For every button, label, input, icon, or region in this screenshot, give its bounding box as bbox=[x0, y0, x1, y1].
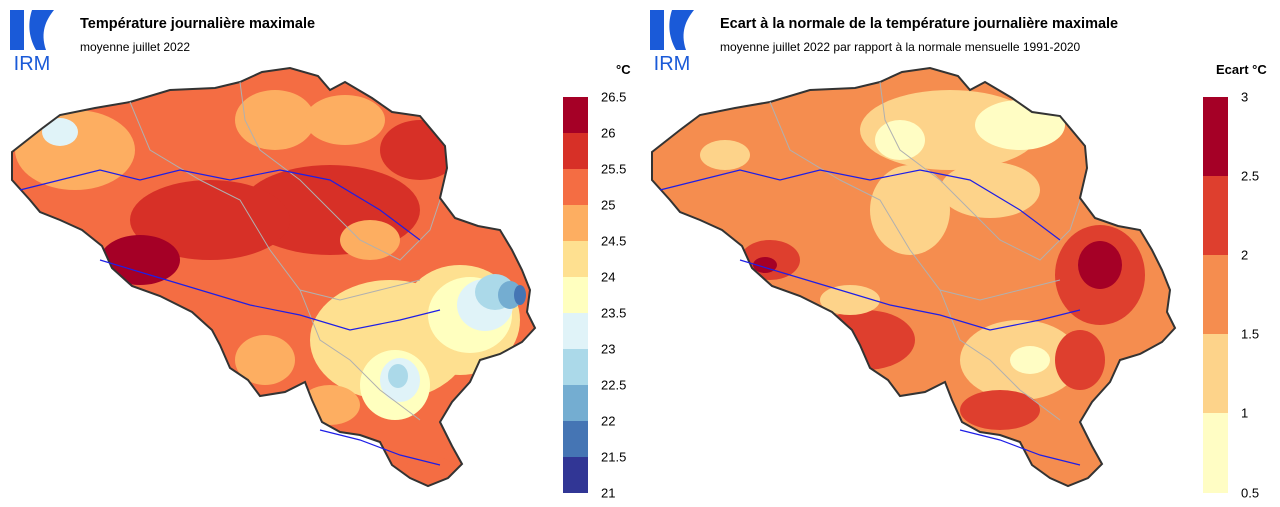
legend-swatch bbox=[1203, 334, 1228, 413]
legend-swatch bbox=[563, 133, 588, 169]
legend-label: 22.5 bbox=[601, 377, 627, 393]
map-title: Température journalière maximale bbox=[80, 16, 316, 32]
legend-swatch bbox=[1203, 176, 1228, 255]
legend-unit: Ecart °C bbox=[1216, 62, 1267, 77]
legend-label: 26.5 bbox=[601, 89, 627, 105]
legend-swatch bbox=[563, 457, 588, 493]
legend-swatch bbox=[1203, 413, 1228, 493]
legend-label: 21 bbox=[601, 485, 616, 501]
legend-swatch bbox=[563, 421, 588, 457]
legend-label: 0.5 bbox=[1241, 485, 1260, 501]
legend-label: 1 bbox=[1241, 405, 1249, 421]
legend-swatch bbox=[563, 277, 588, 313]
legend-swatch bbox=[563, 169, 588, 205]
map-panel-anomaly: IRM Ecart à la normale de la température… bbox=[640, 0, 1280, 507]
legend-label: 25 bbox=[601, 197, 616, 213]
legend-swatch bbox=[563, 385, 588, 421]
legend-label: 1.5 bbox=[1241, 326, 1260, 342]
irm-logo: IRM bbox=[10, 10, 54, 72]
map-title: Ecart à la normale de la température jou… bbox=[720, 16, 1119, 32]
legend-label: 22 bbox=[601, 413, 616, 429]
map-subtitle: moyenne juillet 2022 bbox=[80, 40, 191, 54]
legend-swatch bbox=[563, 205, 588, 241]
legend-swatch bbox=[563, 97, 588, 133]
legend-swatch bbox=[1203, 255, 1228, 334]
legend-label: 26 bbox=[601, 125, 616, 141]
irm-logo-text: IRM bbox=[654, 53, 691, 72]
legend-label: 25.5 bbox=[601, 161, 627, 177]
legend-swatch bbox=[1203, 97, 1228, 176]
legend-label: 24 bbox=[601, 269, 616, 285]
belgium-map-temperature bbox=[11, 66, 537, 488]
map-subtitle: moyenne juillet 2022 par rapport à la no… bbox=[720, 40, 1081, 54]
legend-swatch bbox=[563, 313, 588, 349]
legend-anomaly: 3 2.5 2 1.5 1 0.5 bbox=[1203, 90, 1273, 501]
legend-label: 3 bbox=[1241, 89, 1249, 105]
legend-temperature: 26.5 26 25.5 25 24.5 24 23.5 23 22.5 22 … bbox=[563, 90, 633, 501]
legend-unit: °C bbox=[616, 62, 631, 77]
belgium-map-anomaly bbox=[651, 66, 1177, 488]
legend-swatch bbox=[563, 349, 588, 385]
legend-label: 2 bbox=[1241, 247, 1249, 263]
legend-label: 23.5 bbox=[601, 305, 627, 321]
legend-label: 2.5 bbox=[1241, 168, 1260, 184]
legend-label: 24.5 bbox=[601, 233, 627, 249]
legend-label: 21.5 bbox=[601, 449, 627, 465]
legend-label: 23 bbox=[601, 341, 616, 357]
map-panel-temperature: IRM Température journalière maximale moy… bbox=[10, 10, 633, 501]
irm-logo-text: IRM bbox=[14, 53, 51, 72]
irm-logo: IRM bbox=[650, 10, 694, 72]
legend-swatch bbox=[563, 241, 588, 277]
